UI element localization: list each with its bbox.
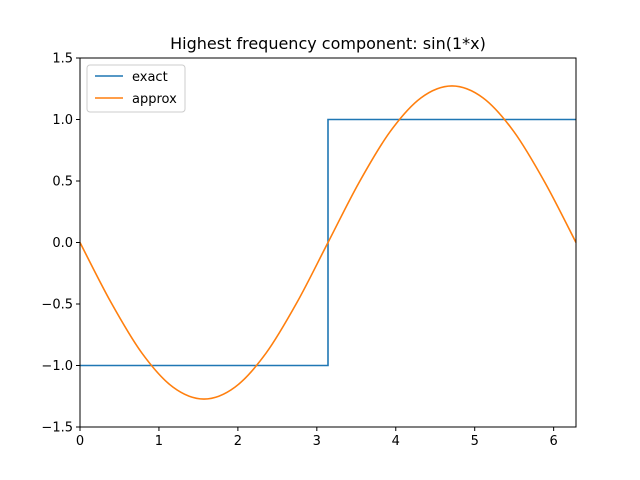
legend-label-exact: exact [132, 70, 168, 85]
y-tick-label: 0.0 [52, 236, 73, 251]
y-tick-label: −1.5 [41, 421, 73, 436]
y-axis: −1.5 −1.0 −0.5 0.0 0.5 1.0 1.5 [41, 52, 80, 436]
chart-title: Highest frequency component: sin(1*x) [170, 34, 486, 53]
legend: exact approx [86, 64, 186, 113]
series-layer [79, 85, 577, 400]
x-axis: 0 1 2 3 4 5 6 [76, 427, 558, 449]
x-tick-label: 5 [471, 434, 479, 449]
y-tick-label: −1.0 [41, 359, 73, 374]
x-tick-label: 2 [234, 434, 242, 449]
x-tick-label: 4 [392, 434, 400, 449]
x-tick-label: 0 [76, 434, 84, 449]
series-line-approx [79, 85, 577, 400]
x-tick-label: 1 [155, 434, 163, 449]
legend-label-approx: approx [132, 92, 177, 107]
y-tick-label: 1.0 [52, 113, 73, 128]
plot-area [79, 57, 577, 428]
x-tick-label: 6 [550, 434, 558, 449]
y-tick-label: 1.5 [52, 52, 73, 67]
y-tick-label: 0.5 [52, 175, 73, 190]
x-tick-label: 3 [313, 434, 321, 449]
y-tick-label: −0.5 [41, 298, 73, 313]
